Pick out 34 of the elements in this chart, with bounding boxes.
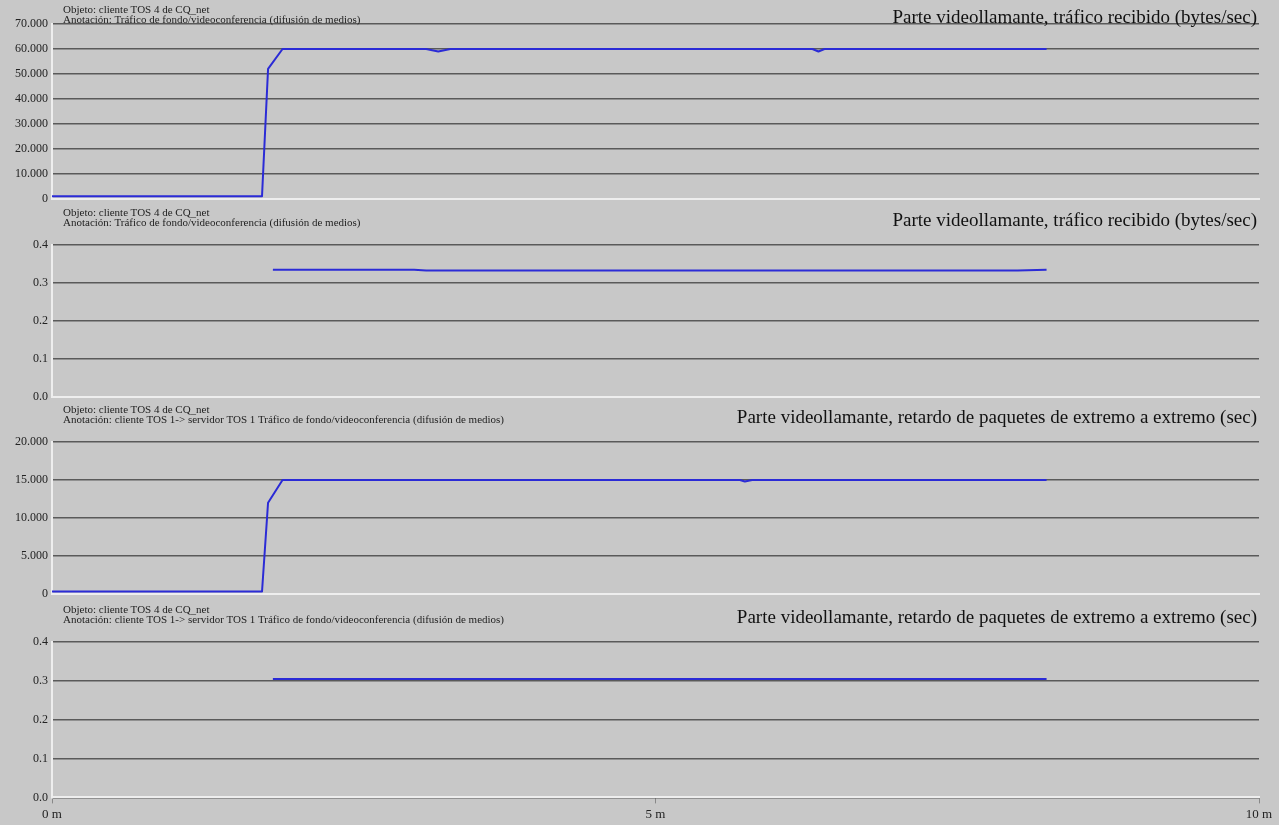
y-tick-label: 40.000: [15, 91, 48, 106]
y-tick-label: 0.2: [33, 711, 48, 726]
y-tick-label: 15.000: [15, 472, 48, 487]
chart-subtitle: Objeto: cliente TOS 4 de CQ_net: [63, 403, 210, 415]
y-tick-label: 0.1: [33, 750, 48, 765]
y-tick-label: 0: [42, 190, 48, 205]
y-tick-label: 20.000: [15, 141, 48, 156]
y-tick-label: 10.000: [15, 165, 48, 180]
y-tick-label: 70.000: [15, 16, 48, 31]
chart-subtitle: Objeto: cliente TOS 4 de CQ_net: [63, 3, 210, 15]
y-tick-label: 30.000: [15, 116, 48, 131]
y-tick-label: 0.0: [33, 388, 48, 403]
y-tick-label: 10.000: [15, 510, 48, 525]
y-tick-label: 5.000: [21, 548, 48, 563]
y-tick-label: 0.0: [33, 789, 48, 804]
chart-subtitle: Objeto: cliente TOS 4 de CQ_net: [63, 603, 210, 615]
y-tick-label: 0.3: [33, 275, 48, 290]
x-tick-label: 5 m: [645, 805, 666, 821]
chart-title: Parte videollamante, tráfico recibido (bytes/sec): [892, 6, 1257, 28]
chart-title: Parte videollamante, retardo de paquetes de extremo a extremo (sec): [736, 406, 1257, 428]
x-tick-label: 10 m: [1245, 805, 1273, 821]
chart-title: Parte videollamante, retardo de paquetes de extremo a extremo (sec): [736, 606, 1257, 628]
y-tick-label: 0.4: [33, 634, 48, 649]
y-tick-label: 0: [42, 585, 48, 600]
y-tick-label: 0.4: [33, 237, 48, 252]
y-tick-label: 60.000: [15, 41, 48, 56]
y-tick-label: 20.000: [15, 434, 48, 449]
chart-subtitle: Objeto: cliente TOS 4 de CQ_net: [63, 206, 210, 218]
y-tick-label: 0.2: [33, 313, 48, 328]
chart-title: Parte videollamante, tráfico recibido (bytes/sec): [892, 209, 1257, 231]
y-tick-label: 0.1: [33, 351, 48, 366]
y-tick-label: 50.000: [15, 66, 48, 81]
x-tick-label: 0 m: [42, 805, 62, 821]
y-tick-label: 0.3: [33, 673, 48, 688]
